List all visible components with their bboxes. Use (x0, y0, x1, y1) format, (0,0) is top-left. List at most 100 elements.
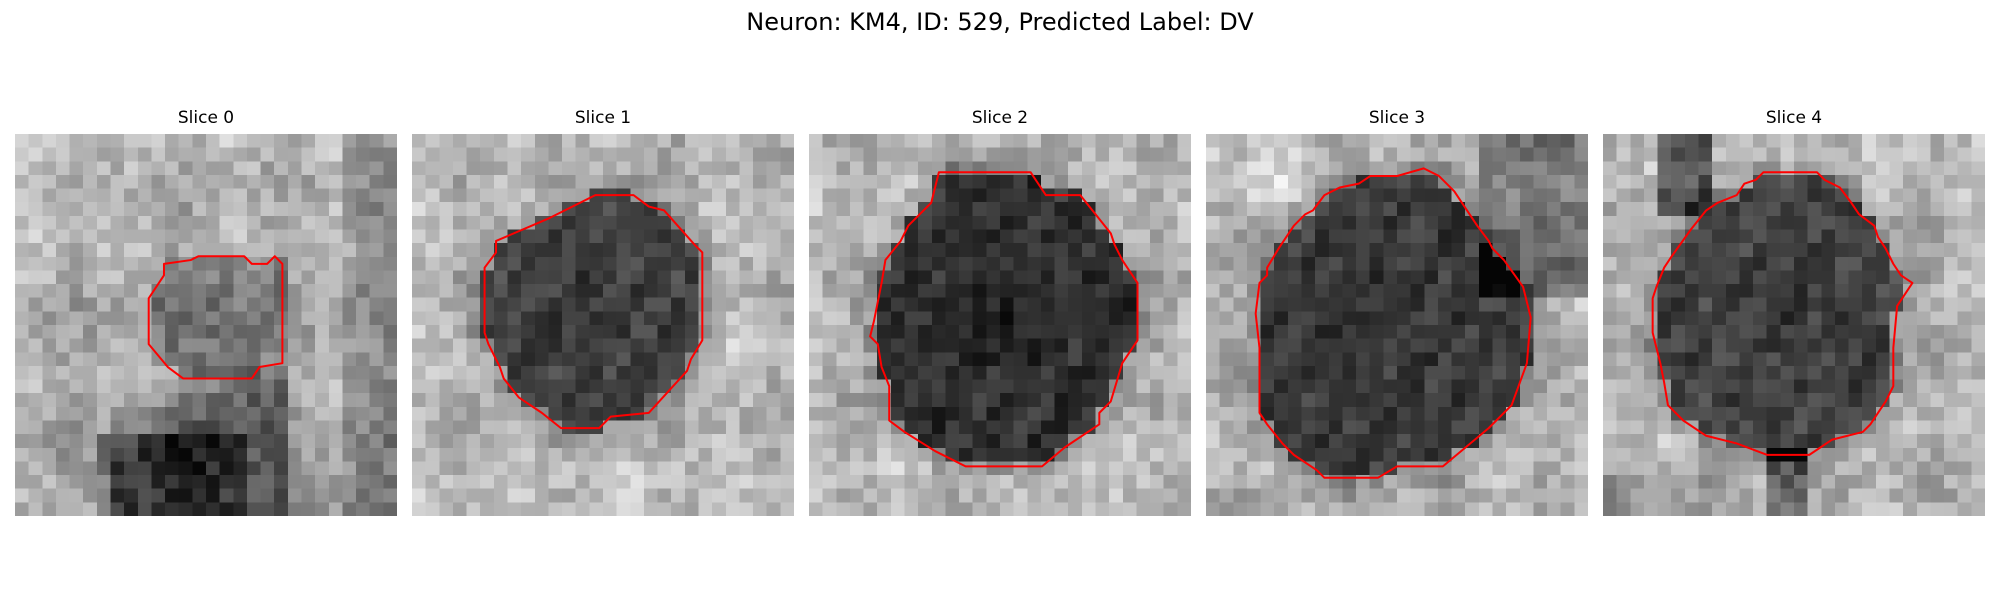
grayscale-pixel (493, 188, 508, 203)
grayscale-pixel (96, 352, 111, 367)
grayscale-pixel (1013, 188, 1028, 203)
grayscale-pixel (1369, 502, 1384, 516)
grayscale-pixel (562, 502, 576, 516)
grayscale-pixel (1739, 270, 1754, 285)
grayscale-pixel (55, 134, 70, 148)
grayscale-pixel (1095, 338, 1110, 353)
grayscale-pixel (1260, 379, 1275, 394)
grayscale-pixel (1794, 311, 1808, 326)
grayscale-pixel (466, 202, 481, 216)
grayscale-pixel (1163, 420, 1178, 435)
grayscale-pixel (124, 447, 138, 462)
grayscale-pixel (466, 325, 481, 339)
grayscale-pixel (1739, 434, 1754, 448)
grayscale-pixel (1342, 325, 1357, 339)
grayscale-pixel (986, 202, 1001, 216)
grayscale-pixel (1725, 134, 1740, 148)
grayscale-pixel (1054, 488, 1069, 503)
grayscale-pixel (698, 475, 713, 489)
grayscale-pixel (1150, 461, 1164, 476)
grayscale-pixel (1671, 297, 1685, 312)
grayscale-pixel (15, 243, 29, 257)
grayscale-pixel (110, 202, 125, 216)
grayscale-pixel (1739, 297, 1754, 312)
grayscale-pixel (931, 243, 946, 257)
grayscale-pixel (1369, 134, 1384, 148)
grayscale-pixel (342, 134, 357, 148)
grayscale-pixel (822, 338, 837, 353)
grayscale-pixel (1369, 297, 1384, 312)
grayscale-pixel (1383, 338, 1398, 353)
grayscale-pixel (849, 229, 864, 244)
grayscale-pixel (521, 325, 535, 339)
grayscale-pixel (1712, 420, 1726, 435)
grayscale-pixel (1301, 420, 1316, 435)
grayscale-pixel (480, 270, 494, 285)
grayscale-pixel (1862, 488, 1876, 503)
grayscale-pixel (931, 488, 946, 503)
grayscale-pixel (192, 434, 207, 448)
grayscale-pixel (698, 202, 713, 216)
grayscale-pixel (1342, 284, 1357, 298)
grayscale-pixel (287, 284, 302, 298)
grayscale-pixel (1219, 325, 1234, 339)
grayscale-pixel (178, 134, 193, 148)
grayscale-pixel (15, 229, 29, 244)
grayscale-pixel (1356, 461, 1370, 476)
grayscale-pixel (219, 284, 234, 298)
red-segmentation-contour (1256, 168, 1531, 477)
grayscale-pixel (452, 475, 467, 489)
grayscale-pixel (1643, 270, 1658, 285)
grayscale-pixel (124, 325, 138, 339)
grayscale-pixel (1013, 475, 1028, 489)
grayscale-pixel (849, 270, 864, 285)
grayscale-pixel (1081, 284, 1096, 298)
grayscale-pixel (780, 325, 794, 339)
grayscale-pixel (439, 393, 454, 407)
grayscale-pixel (439, 270, 454, 285)
grayscale-pixel (671, 338, 685, 353)
grayscale-pixel (1437, 284, 1452, 298)
grayscale-pixel (1657, 393, 1672, 407)
grayscale-pixel (356, 406, 370, 421)
grayscale-pixel (356, 174, 370, 189)
grayscale-pixel (712, 434, 726, 448)
grayscale-pixel (1206, 270, 1220, 285)
grayscale-pixel (287, 406, 302, 421)
grayscale-pixel (328, 502, 343, 516)
grayscale-pixel (1383, 174, 1398, 189)
slice-panel-0: Slice 0 (15, 104, 397, 524)
grayscale-pixel (1560, 434, 1575, 448)
grayscale-pixel (1342, 147, 1357, 162)
grayscale-pixel (342, 352, 357, 367)
grayscale-pixel (1233, 488, 1248, 503)
grayscale-pixel (452, 284, 467, 298)
grayscale-pixel (918, 256, 932, 271)
grayscale-pixel (55, 174, 70, 189)
grayscale-pixel (671, 229, 685, 244)
grayscale-pixel (1574, 420, 1588, 435)
grayscale-pixel (233, 215, 248, 230)
grayscale-pixel (342, 406, 357, 421)
grayscale-pixel (1206, 297, 1220, 312)
grayscale-pixel (1027, 188, 1042, 203)
grayscale-pixel (1753, 297, 1767, 312)
grayscale-pixel (1821, 215, 1836, 230)
grayscale-pixel (452, 365, 467, 380)
grayscale-pixel (849, 461, 864, 476)
grayscale-pixel (1027, 434, 1042, 448)
grayscale-pixel (931, 461, 946, 476)
grayscale-pixel (589, 284, 604, 298)
grayscale-pixel (1574, 202, 1588, 216)
grayscale-pixel (1506, 461, 1520, 476)
grayscale-pixel (206, 256, 220, 271)
grayscale-pixel (83, 325, 97, 339)
grayscale-pixel (1163, 379, 1178, 394)
grayscale-pixel (274, 161, 288, 176)
grayscale-pixel (945, 311, 960, 326)
grayscale-pixel (1698, 461, 1713, 476)
grayscale-pixel (877, 488, 891, 503)
grayscale-pixel (192, 488, 207, 503)
grayscale-pixel (725, 147, 740, 162)
grayscale-pixel (206, 147, 220, 162)
